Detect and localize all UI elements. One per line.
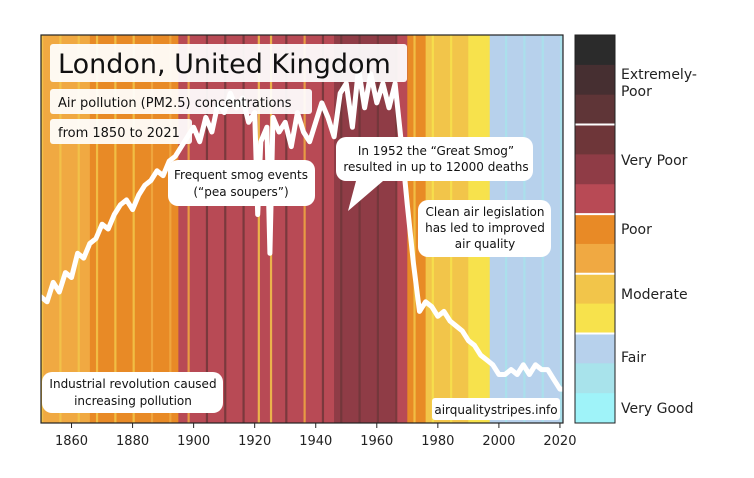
- annotation-great-smog-line-1: In 1952 the “Great Smog”: [358, 144, 514, 158]
- x-tick-label: 1900: [177, 434, 210, 449]
- legend-swatch: [575, 154, 615, 185]
- legend-swatch: [575, 303, 615, 334]
- year-stripe: [77, 35, 80, 423]
- chart-title: London, United Kingdom: [58, 49, 391, 80]
- annotation-smog-events: Frequent smog events (“pea soupers”): [168, 160, 315, 206]
- annotation-clean-air-line-2: has led to improved: [425, 221, 545, 235]
- legend-label: Very Poor: [621, 153, 688, 169]
- year-stripe: [395, 35, 398, 423]
- year-stripe: [242, 35, 245, 423]
- x-tick-label: 2020: [543, 434, 576, 449]
- source-label: airqualitystripes.info: [434, 403, 557, 417]
- year-stripe: [224, 35, 227, 423]
- year-stripe: [187, 35, 190, 423]
- year-stripe: [41, 35, 44, 423]
- x-tick-label: 1980: [421, 434, 454, 449]
- plot-frame: [40, 34, 564, 424]
- year-stripe: [340, 35, 343, 423]
- annotation-clean-air-line-3: air quality: [455, 237, 516, 251]
- year-stripe: [205, 35, 209, 423]
- x-tick-label: 1860: [55, 434, 88, 449]
- annotation-great-smog: In 1952 the “Great Smog” resulted in up …: [336, 137, 533, 211]
- year-stripe: [303, 35, 306, 423]
- year-stripe: [285, 35, 288, 423]
- legend-swatch: [575, 184, 615, 215]
- legend-label: Very Good: [621, 401, 693, 417]
- year-stripe: [95, 35, 99, 423]
- legend-label: Extremely-: [621, 67, 697, 83]
- year-stripe: [59, 35, 62, 423]
- legend-swatch: [575, 243, 615, 275]
- year-stripe: [114, 35, 117, 423]
- year-stripe: [376, 35, 379, 423]
- source-box: airqualitystripes.info: [432, 398, 560, 420]
- x-tick-label: 2000: [482, 434, 515, 449]
- x-tick-label: 1940: [299, 434, 332, 449]
- annotation-smog-line-1: Frequent smog events: [174, 168, 308, 182]
- annotation-clean-air-line-1: Clean air legislation: [426, 205, 545, 219]
- annotation-industrial-line-2: increasing pollution: [74, 394, 192, 408]
- annotation-industrial-line-1: Industrial revolution caused: [49, 377, 216, 391]
- annotation-great-smog-line-2: resulted in up to 12000 deaths: [343, 160, 528, 174]
- legend-swatch: [575, 393, 615, 424]
- legend-swatch: [575, 64, 615, 96]
- legend-swatch: [575, 35, 615, 66]
- legend-swatch: [575, 94, 615, 126]
- annotation-smog-line-2: (“pea soupers”): [193, 185, 288, 199]
- annotation-clean-air: Clean air legislation has led to improve…: [418, 200, 551, 257]
- subtitle-box-1: Air pollution (PM2.5) concentrations: [50, 89, 312, 114]
- legend-swatch: [575, 273, 615, 305]
- year-stripe: [150, 35, 154, 423]
- legend-frame: [574, 34, 616, 424]
- year-stripe: [257, 35, 260, 423]
- x-tick-label: 1960: [360, 434, 393, 449]
- x-axis: 1860 1880 1900 1920 1940 1960 1980 2000 2020: [55, 423, 576, 449]
- subtitle-line-1: Air pollution (PM2.5) concentrations: [58, 96, 292, 111]
- year-stripe: [321, 35, 325, 423]
- stripe: [407, 35, 427, 423]
- legend-swatch: [575, 124, 615, 155]
- x-tick-label: 1920: [238, 434, 271, 449]
- subtitle-box-2: from 1850 to 2021: [50, 119, 192, 144]
- legend-label: Moderate: [621, 287, 688, 303]
- legend-label: Poor: [621, 84, 652, 100]
- legend-swatch: [575, 214, 615, 245]
- subtitle-line-2: from 1850 to 2021: [58, 126, 180, 141]
- x-tick-label: 1880: [116, 434, 149, 449]
- legend-swatch: [575, 333, 615, 364]
- year-stripe: [413, 35, 416, 423]
- year-stripe: [132, 35, 135, 423]
- annotation-industrial: Industrial revolution caused increasing …: [42, 372, 223, 413]
- year-stripe: [559, 35, 563, 423]
- legend-label: Fair: [621, 350, 646, 366]
- title-box: London, United Kingdom: [50, 44, 407, 82]
- year-stripe: [358, 35, 361, 423]
- legend-swatch: [575, 363, 615, 394]
- year-stripe: [169, 35, 172, 423]
- legend-label: Poor: [621, 222, 652, 238]
